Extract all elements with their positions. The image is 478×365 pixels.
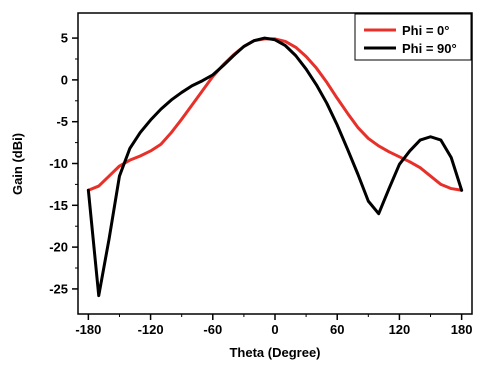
y-tick-label: -15 <box>49 198 68 213</box>
legend: Phi = 0° Phi = 90° <box>354 13 472 61</box>
y-tick-label: -25 <box>49 281 68 296</box>
y-tick-label: -20 <box>49 240 68 255</box>
y-tick-label: 5 <box>61 31 68 46</box>
series-line-phi-90 <box>86 36 464 298</box>
y-axis-label: Gain (dBi) <box>10 133 25 195</box>
legend-label-phi-0: Phi = 0° <box>402 23 449 38</box>
series-layer <box>86 36 464 298</box>
x-axis-label: Theta (Degree) <box>229 345 320 360</box>
x-axis-ticks: -180 -120 -60 0 60 120 180 <box>75 314 472 337</box>
x-tick-label: -120 <box>138 322 164 337</box>
y-tick-label: 0 <box>61 72 68 87</box>
x-tick-label: 0 <box>271 322 278 337</box>
legend-label-phi-90: Phi = 90° <box>402 41 457 56</box>
y-axis-ticks: 5 0 -5 -10 -15 -20 -25 <box>49 31 78 296</box>
x-tick-label: -60 <box>203 322 222 337</box>
x-tick-label: -180 <box>75 322 101 337</box>
y-tick-label: -5 <box>56 114 68 129</box>
x-tick-label: 120 <box>389 322 411 337</box>
series-line-phi-0 <box>86 37 464 192</box>
x-tick-label: 60 <box>330 322 344 337</box>
x-tick-label: 180 <box>451 322 473 337</box>
legend-box <box>354 13 472 61</box>
y-tick-label: -10 <box>49 156 68 171</box>
